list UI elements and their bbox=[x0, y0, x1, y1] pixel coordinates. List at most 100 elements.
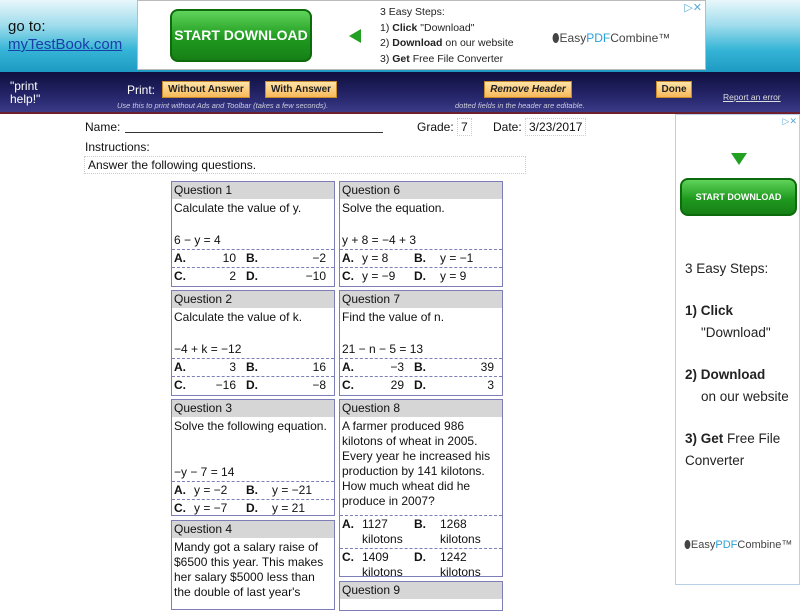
report-error-link[interactable]: Report an error bbox=[723, 92, 781, 102]
question-card: Question 7 Find the value of n. 21 − n − 5… bbox=[339, 290, 503, 396]
answer-row: C. 1409 kilotons D. 1242 kilotons bbox=[340, 548, 502, 581]
question-equation: 21 − n − 5 = 13 bbox=[342, 342, 424, 356]
instructions-field[interactable]: Answer the following questions. bbox=[84, 156, 526, 174]
answer-row: C. −16 D. −8 bbox=[172, 376, 334, 394]
answer-value: 1127 kilotons bbox=[362, 517, 403, 546]
answer-row: C. 2 D. −10 bbox=[172, 267, 334, 285]
question-card: Question 8 A farmer produced 986 kilotons… bbox=[339, 399, 503, 579]
answer-value: y = 8 bbox=[362, 251, 389, 265]
question-card: Question 9 bbox=[339, 581, 503, 611]
answer-letter: A. bbox=[174, 251, 186, 265]
question-text: Calculate the value of y. bbox=[174, 201, 302, 215]
answer-letter: C. bbox=[342, 550, 354, 564]
start-download-button[interactable]: START DOWNLOAD bbox=[170, 9, 312, 62]
answer-letter: D. bbox=[246, 378, 258, 392]
answer-value: y = −9 bbox=[362, 269, 396, 283]
answer-value: y = −21 bbox=[272, 483, 313, 497]
answer-letter: D. bbox=[414, 550, 426, 564]
answer-letter: A. bbox=[342, 360, 354, 374]
step-1: 1) Click "Download" bbox=[380, 21, 475, 34]
answer-letter: D. bbox=[414, 269, 426, 283]
top-banner: go to: myTestBook.com START DOWNLOAD 3 E… bbox=[0, 0, 800, 72]
answer-value: 1242 kilotons bbox=[440, 550, 481, 579]
grade-field[interactable]: 7 bbox=[457, 118, 472, 136]
answer-value: 3 bbox=[487, 378, 494, 392]
ad-steps: 3 Easy Steps: 1) Click "Download" 2) Dow… bbox=[685, 258, 799, 472]
toolbar: "print help!" Print: Without Answer With… bbox=[0, 72, 800, 114]
answer-value: 2 bbox=[229, 269, 236, 283]
grade-label: Grade: bbox=[417, 120, 454, 134]
date-label: Date: bbox=[493, 120, 522, 134]
answer-letter: D. bbox=[414, 378, 426, 392]
name-label: Name: bbox=[85, 120, 121, 134]
instructions-label: Instructions: bbox=[85, 140, 150, 154]
question-equation: 6 − y = 4 bbox=[174, 233, 221, 247]
step-2-text: on our website bbox=[701, 389, 789, 404]
arrow-down-icon bbox=[731, 153, 747, 165]
arrow-left-icon bbox=[349, 29, 361, 43]
question-title: Question 3 bbox=[172, 400, 334, 417]
answer-letter: D. bbox=[246, 269, 258, 283]
answer-letter: A. bbox=[342, 251, 354, 265]
answer-value: 10 bbox=[222, 251, 236, 265]
answer-value: 39 bbox=[480, 360, 494, 374]
answer-value: y = −1 bbox=[440, 251, 474, 265]
answer-letter: B. bbox=[246, 483, 258, 497]
answer-letter: C. bbox=[174, 378, 186, 392]
question-title: Question 4 bbox=[172, 521, 334, 538]
answer-row: A. y = 8 B. y = −1 bbox=[340, 249, 502, 267]
answer-row: A. 10 B. −2 bbox=[172, 249, 334, 267]
question-title: Question 8 bbox=[340, 400, 502, 417]
answer-value: 3 bbox=[229, 360, 236, 374]
answer-letter: B. bbox=[246, 360, 258, 374]
answer-row: A. 1127 kilotons B. 1268 kilotons bbox=[340, 515, 502, 548]
ad-close-icon[interactable]: ▷✕ bbox=[684, 2, 702, 14]
easypdfcombine-logo: ⬮EasyPDFCombine™ bbox=[684, 539, 793, 551]
answer-letter: C. bbox=[342, 269, 354, 283]
question-text: Find the value of n. bbox=[342, 310, 445, 324]
answer-value: −8 bbox=[312, 378, 326, 392]
answer-row: C. y = −9 D. y = 9 bbox=[340, 267, 502, 285]
steps-title: 3 Easy Steps: bbox=[380, 6, 445, 18]
question-card: Question 3 Solve the following equation. −… bbox=[171, 399, 335, 516]
question-card: Question 4 Mandy got a salary raise of $6… bbox=[171, 520, 335, 610]
question-text: A farmer produced 986 kilotons of wheat … bbox=[342, 419, 491, 508]
question-card: Question 6 Solve the equation. y + 8 = −4 … bbox=[339, 181, 503, 287]
right-ad: ▷✕ START DOWNLOAD 3 Easy Steps: 1) Click… bbox=[675, 114, 800, 585]
step-2: 2) Download bbox=[685, 367, 766, 382]
date-field[interactable]: 3/23/2017 bbox=[525, 118, 587, 136]
answer-letter: B. bbox=[414, 251, 426, 265]
answer-letter: C. bbox=[342, 378, 354, 392]
question-text: Mandy got a salary raise of $6500 this y… bbox=[174, 540, 324, 599]
ad-steps: 3 Easy Steps: 1) Click "Download" 2) Dow… bbox=[380, 5, 514, 67]
question-text: Solve the equation. bbox=[342, 201, 445, 215]
steps-title: 3 Easy Steps: bbox=[685, 261, 769, 276]
top-ad: START DOWNLOAD 3 Easy Steps: 1) Click "D… bbox=[137, 0, 706, 70]
easypdfcombine-logo: ⬮EasyPDFCombine™ bbox=[552, 31, 671, 45]
answer-letter: B. bbox=[414, 517, 426, 531]
mytestbook-link[interactable]: myTestBook.com bbox=[8, 36, 123, 53]
header-hint: dotted fields in the header are editable… bbox=[455, 101, 585, 110]
done-button[interactable]: Done bbox=[656, 81, 692, 98]
answer-letter: A. bbox=[174, 360, 186, 374]
answer-row: A. y = −2 B. y = −21 bbox=[172, 481, 334, 499]
answer-row: C. y = −7 D. y = 21 bbox=[172, 499, 334, 517]
print-without-answer-button[interactable]: Without Answer bbox=[162, 81, 250, 98]
goto-label: go to: bbox=[8, 18, 46, 35]
answer-value: −10 bbox=[305, 269, 326, 283]
goto-block: go to: myTestBook.com bbox=[8, 18, 122, 54]
answer-letter: D. bbox=[246, 501, 258, 515]
print-help-link[interactable]: "print help!" bbox=[10, 79, 41, 106]
ad-close-icon[interactable]: ▷✕ bbox=[782, 116, 797, 126]
step-1-text: "Download" bbox=[701, 325, 771, 340]
question-title: Question 1 bbox=[172, 182, 334, 199]
answer-value: y = −7 bbox=[194, 501, 228, 515]
remove-header-button[interactable]: Remove Header bbox=[484, 81, 572, 98]
question-equation: y + 8 = −4 + 3 bbox=[342, 233, 417, 247]
answer-value: y = 21 bbox=[272, 501, 306, 515]
step-1: 1) Click bbox=[685, 303, 734, 318]
start-download-button[interactable]: START DOWNLOAD bbox=[680, 178, 797, 216]
print-with-answer-button[interactable]: With Answer bbox=[265, 81, 337, 98]
answer-letter: A. bbox=[342, 517, 354, 531]
name-field[interactable] bbox=[125, 132, 383, 133]
